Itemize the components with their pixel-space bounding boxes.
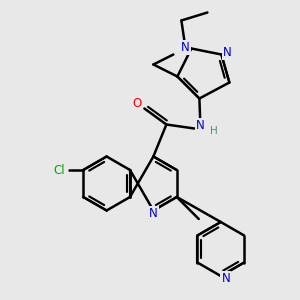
Text: Cl: Cl: [53, 164, 65, 176]
Text: O: O: [133, 97, 142, 110]
Text: N: N: [221, 272, 230, 286]
Text: N: N: [149, 207, 158, 220]
Text: N: N: [196, 119, 205, 132]
Text: N: N: [223, 46, 232, 59]
Text: H: H: [209, 127, 217, 136]
Text: N: N: [181, 41, 190, 54]
